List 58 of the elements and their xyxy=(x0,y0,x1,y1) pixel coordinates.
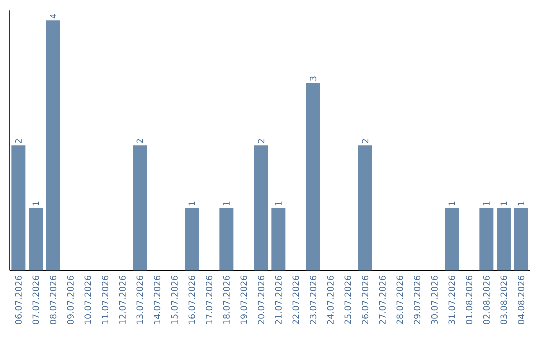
x-tick-label: 26.07.2026 xyxy=(362,276,369,324)
x-tick-label: 15.07.2026 xyxy=(171,276,178,324)
x-tick-label: 13.07.2026 xyxy=(136,276,144,324)
data-label: 2 xyxy=(136,139,144,144)
x-tick-label: 01.08.2026 xyxy=(466,276,473,324)
x-tick-label: 27.07.2026 xyxy=(379,276,386,324)
x-tick-label: 08.07.2026 xyxy=(50,276,57,324)
data-label: 1 xyxy=(276,202,282,206)
x-tick-label: 31.07.2026 xyxy=(448,276,456,324)
bar xyxy=(358,146,372,271)
x-tick-label: 04.08.2026 xyxy=(518,276,525,324)
x-tick-label: 11.07.2026 xyxy=(102,276,109,324)
bar xyxy=(306,83,320,271)
x-tick-label: 02.08.2026 xyxy=(483,276,490,324)
x-tick-label: 18.07.2026 xyxy=(223,276,230,324)
x-tick-label: 23.07.2026 xyxy=(310,276,317,324)
x-tick-label: 30.07.2026 xyxy=(431,276,438,324)
data-label: 2 xyxy=(15,139,22,144)
bar xyxy=(497,208,511,271)
x-tick-label: 09.07.2026 xyxy=(67,276,74,324)
bar xyxy=(480,208,494,271)
data-label: 1 xyxy=(32,202,40,206)
x-tick-label: 22.07.2026 xyxy=(292,276,300,324)
data-label: 1 xyxy=(448,202,456,206)
x-tick-label: 17.07.2026 xyxy=(206,276,213,324)
bar xyxy=(514,208,528,271)
data-label: 1 xyxy=(500,202,508,206)
bar xyxy=(254,146,268,271)
x-tick-label: 19.07.2026 xyxy=(240,276,248,324)
x-tick-label: 16.07.2026 xyxy=(188,276,196,324)
data-label: 2 xyxy=(258,139,265,144)
x-tick-label: 24.07.2026 xyxy=(327,276,334,324)
x-tick-label: 03.08.2026 xyxy=(500,276,508,324)
x-tick-label: 07.07.2026 xyxy=(32,276,40,324)
data-label: 1 xyxy=(224,202,230,206)
x-tick-label: 06.07.2026 xyxy=(15,276,22,324)
bar xyxy=(29,208,43,271)
data-label: 3 xyxy=(310,76,317,81)
bar xyxy=(444,208,459,271)
data-label: 1 xyxy=(518,202,524,206)
x-tick-label: 29.07.2026 xyxy=(414,276,421,324)
x-tick-label: 20.07.2026 xyxy=(258,276,265,324)
x-tick-label: 25.07.2026 xyxy=(344,276,352,324)
data-label: 1 xyxy=(484,202,490,206)
data-label: 2 xyxy=(362,139,369,144)
x-tick-label: 10.07.2026 xyxy=(84,276,92,324)
x-tick-label: 14.07.2026 xyxy=(154,276,161,324)
data-label: 1 xyxy=(188,202,196,206)
data-label: 4 xyxy=(50,14,56,19)
bar xyxy=(184,208,199,271)
x-tick-label: 21.07.2026 xyxy=(275,276,282,324)
bar xyxy=(12,146,26,271)
bar xyxy=(220,208,234,271)
x-tick-label: 12.07.2026 xyxy=(119,276,126,324)
bar xyxy=(133,146,147,271)
bar xyxy=(46,20,60,271)
x-tick-label: 28.07.2026 xyxy=(396,276,404,324)
bar xyxy=(272,208,286,271)
